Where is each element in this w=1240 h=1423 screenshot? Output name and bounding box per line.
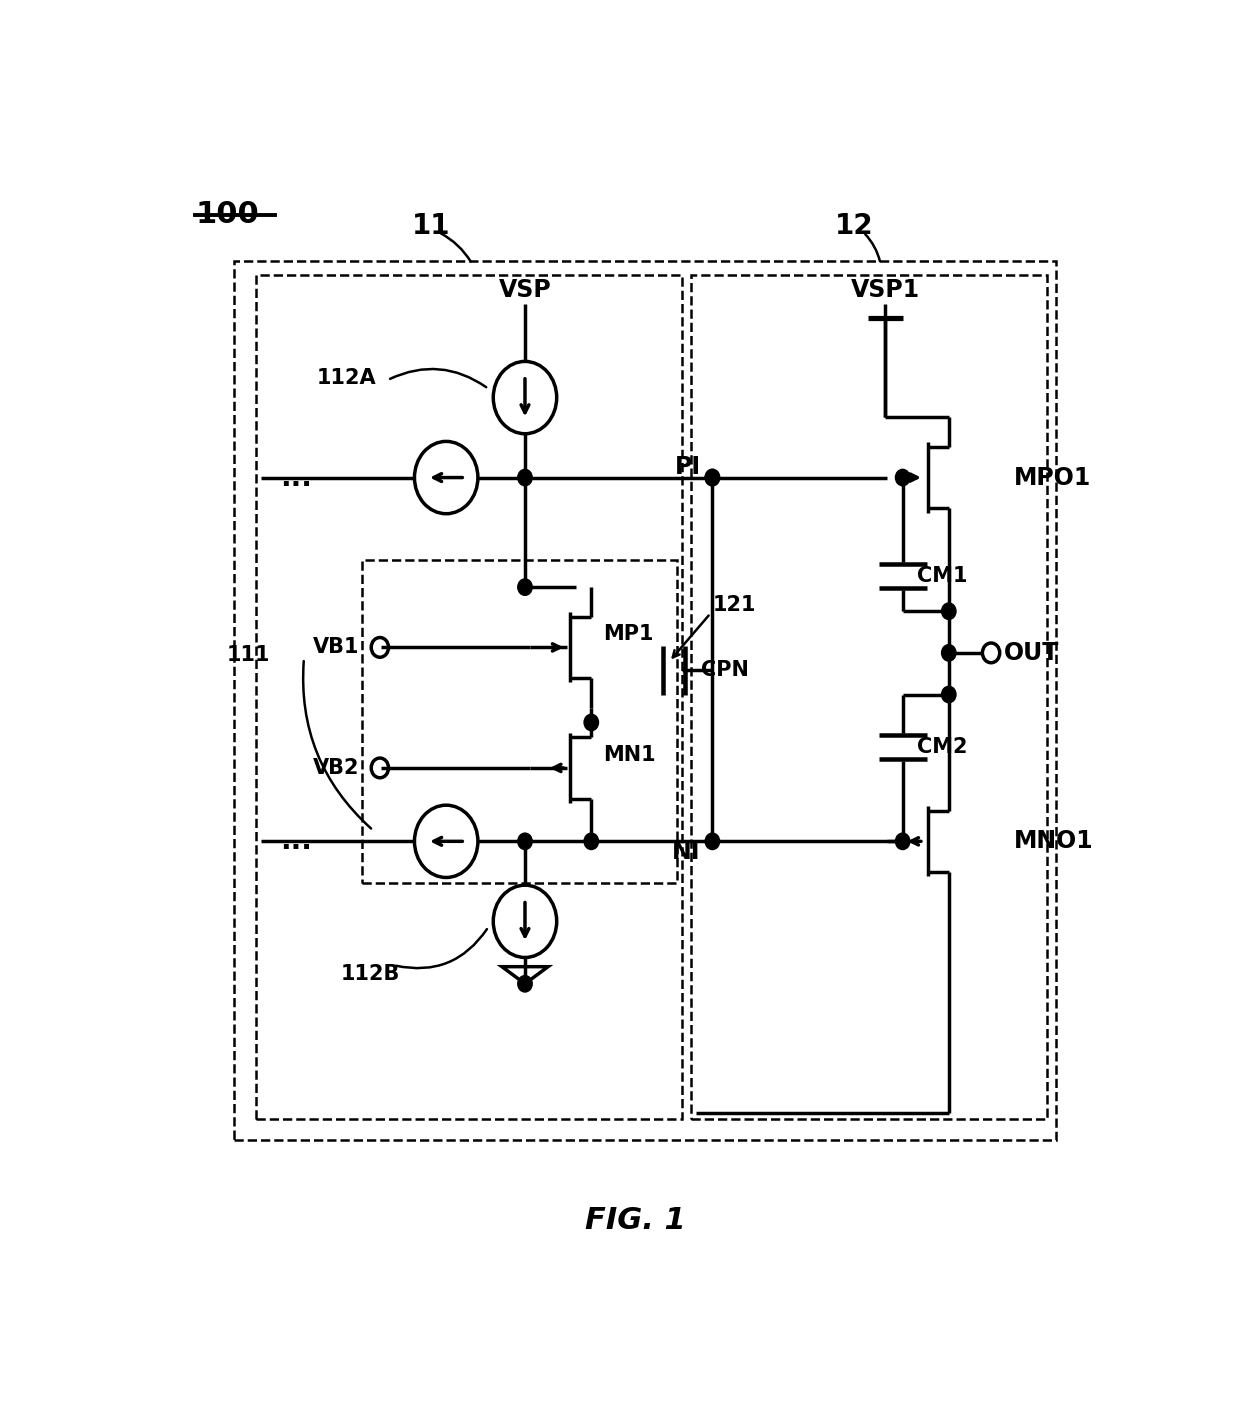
- Circle shape: [584, 714, 599, 730]
- Text: PI: PI: [675, 454, 701, 478]
- Circle shape: [941, 686, 956, 703]
- Text: FIG. 1: FIG. 1: [585, 1205, 686, 1235]
- Bar: [234, 260, 1056, 1140]
- Circle shape: [518, 976, 532, 992]
- Circle shape: [895, 832, 910, 850]
- Text: CM1: CM1: [918, 566, 967, 586]
- Circle shape: [706, 470, 719, 485]
- Text: 112A: 112A: [316, 369, 376, 388]
- Text: MNO1: MNO1: [1014, 830, 1094, 854]
- Text: MP1: MP1: [603, 625, 653, 645]
- Text: CPN: CPN: [701, 660, 749, 680]
- Text: 112B: 112B: [341, 963, 401, 983]
- Text: 100: 100: [196, 201, 259, 229]
- Text: 121: 121: [712, 595, 756, 615]
- Text: ...: ...: [280, 464, 312, 491]
- Text: 12: 12: [836, 212, 874, 239]
- Circle shape: [941, 603, 956, 619]
- Text: VB1: VB1: [314, 638, 360, 657]
- Circle shape: [518, 470, 532, 485]
- Text: MPO1: MPO1: [1014, 465, 1091, 490]
- Circle shape: [518, 832, 532, 850]
- Text: CM2: CM2: [918, 737, 967, 757]
- Circle shape: [895, 470, 910, 485]
- Bar: [362, 559, 677, 882]
- Circle shape: [941, 645, 956, 662]
- Circle shape: [518, 579, 532, 595]
- Text: 11: 11: [412, 212, 450, 239]
- Bar: [691, 275, 1047, 1118]
- Text: MN1: MN1: [603, 744, 656, 764]
- Text: 111: 111: [227, 645, 270, 665]
- Text: OUT: OUT: [1003, 640, 1059, 665]
- Circle shape: [706, 470, 719, 485]
- Text: NI: NI: [672, 841, 701, 864]
- Bar: [255, 275, 682, 1118]
- Circle shape: [706, 832, 719, 850]
- Text: ...: ...: [280, 827, 312, 855]
- Text: VSP: VSP: [498, 277, 552, 302]
- Circle shape: [584, 832, 599, 850]
- Text: VB2: VB2: [314, 758, 360, 778]
- Text: VSP1: VSP1: [851, 277, 920, 302]
